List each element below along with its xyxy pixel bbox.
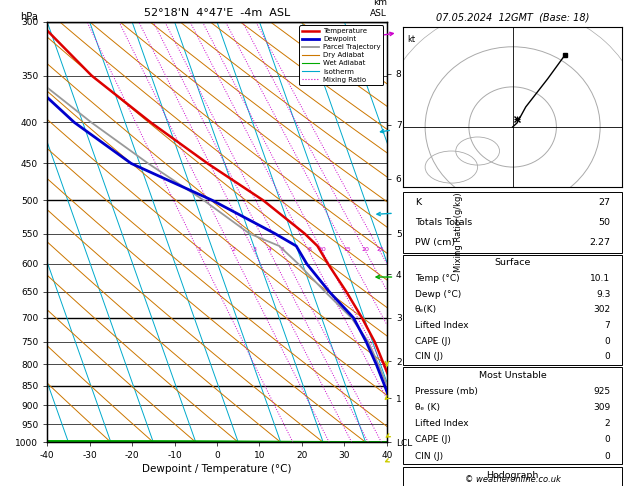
Text: 20: 20 xyxy=(362,247,370,252)
Text: Totals Totals: Totals Totals xyxy=(415,218,472,227)
Text: 0: 0 xyxy=(604,451,610,461)
Text: 8: 8 xyxy=(308,247,311,252)
Text: 2: 2 xyxy=(231,247,235,252)
Text: CAPE (J): CAPE (J) xyxy=(415,435,451,444)
Text: K: K xyxy=(415,198,421,207)
Text: Lifted Index: Lifted Index xyxy=(415,321,469,330)
Text: 4: 4 xyxy=(268,247,272,252)
Text: 9.3: 9.3 xyxy=(596,290,610,299)
Text: Surface: Surface xyxy=(494,259,531,267)
Text: Most Unstable: Most Unstable xyxy=(479,370,547,380)
Text: Pressure (mb): Pressure (mb) xyxy=(415,387,478,396)
Text: 10.1: 10.1 xyxy=(590,274,610,283)
Text: Lifted Index: Lifted Index xyxy=(415,419,469,428)
Text: km
ASL: km ASL xyxy=(370,0,387,17)
Text: 5: 5 xyxy=(281,247,284,252)
Text: CIN (J): CIN (J) xyxy=(415,451,443,461)
Bar xyxy=(403,255,622,364)
Y-axis label: Mixing Ratio (g/kg): Mixing Ratio (g/kg) xyxy=(454,192,463,272)
Text: 2: 2 xyxy=(604,419,610,428)
Legend: Temperature, Dewpoint, Parcel Trajectory, Dry Adiabat, Wet Adiabat, Isotherm, Mi: Temperature, Dewpoint, Parcel Trajectory… xyxy=(299,25,383,86)
Text: 309: 309 xyxy=(593,403,610,412)
Text: θₑ (K): θₑ (K) xyxy=(415,403,440,412)
Text: 3: 3 xyxy=(252,247,257,252)
Title: 52°18'N  4°47'E  -4m  ASL: 52°18'N 4°47'E -4m ASL xyxy=(144,8,290,18)
Text: 10: 10 xyxy=(319,247,326,252)
Text: 2.27: 2.27 xyxy=(589,238,610,247)
Text: Hodograph: Hodograph xyxy=(486,470,539,480)
Text: 07.05.2024  12GMT  (Base: 18): 07.05.2024 12GMT (Base: 18) xyxy=(436,12,589,22)
Text: 0: 0 xyxy=(604,435,610,444)
Bar xyxy=(403,192,622,253)
Text: PW (cm): PW (cm) xyxy=(415,238,455,247)
Text: CIN (J): CIN (J) xyxy=(415,352,443,361)
Text: © weatheronline.co.uk: © weatheronline.co.uk xyxy=(465,474,560,484)
Text: Temp (°C): Temp (°C) xyxy=(415,274,460,283)
Text: CAPE (J): CAPE (J) xyxy=(415,337,451,346)
Bar xyxy=(403,367,622,464)
X-axis label: Dewpoint / Temperature (°C): Dewpoint / Temperature (°C) xyxy=(142,465,292,474)
Text: 925: 925 xyxy=(593,387,610,396)
Text: 50: 50 xyxy=(598,218,610,227)
Text: hPa: hPa xyxy=(20,12,38,22)
Text: 7: 7 xyxy=(604,321,610,330)
Text: 27: 27 xyxy=(598,198,610,207)
Text: 15: 15 xyxy=(344,247,352,252)
Bar xyxy=(403,467,622,486)
Text: θₑ(K): θₑ(K) xyxy=(415,305,437,314)
Text: 0: 0 xyxy=(604,352,610,361)
Text: 302: 302 xyxy=(593,305,610,314)
Text: 25: 25 xyxy=(377,247,384,252)
Text: 1: 1 xyxy=(197,247,201,252)
Text: Dewp (°C): Dewp (°C) xyxy=(415,290,461,299)
Text: kt: kt xyxy=(408,35,416,44)
Text: 0: 0 xyxy=(604,337,610,346)
